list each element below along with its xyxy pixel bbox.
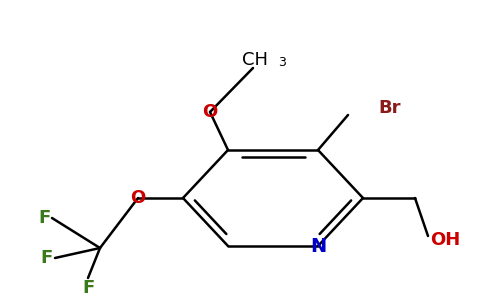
Text: OH: OH [430,231,460,249]
Text: CH: CH [242,51,268,69]
Text: F: F [41,249,53,267]
Text: 3: 3 [278,56,286,70]
Text: F: F [38,209,50,227]
Text: N: N [310,236,326,256]
Text: Br: Br [378,99,400,117]
Text: F: F [82,279,94,297]
Text: O: O [202,103,218,121]
Text: O: O [130,189,146,207]
